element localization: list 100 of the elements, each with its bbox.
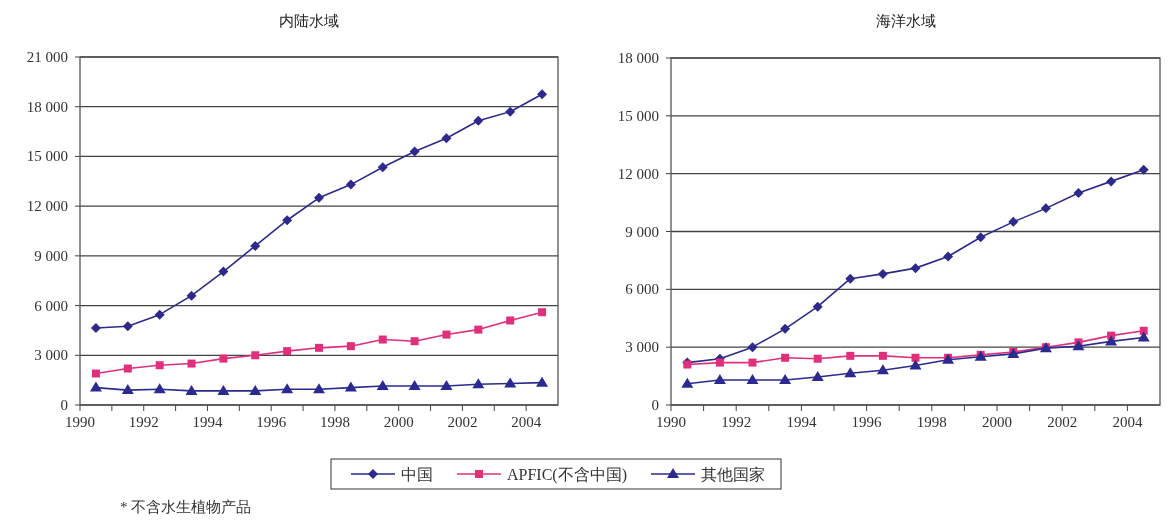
point	[748, 358, 757, 367]
point	[538, 308, 547, 317]
chart-title: 海洋水域	[875, 13, 936, 29]
point	[90, 322, 101, 333]
y-tick-label: 15 000	[617, 107, 659, 124]
point	[779, 373, 792, 384]
point	[250, 240, 261, 251]
y-tick-label: 21 000	[26, 49, 68, 65]
point	[1072, 340, 1085, 351]
point	[878, 351, 887, 360]
point	[813, 354, 822, 363]
point	[344, 381, 357, 392]
point	[746, 373, 759, 384]
point	[378, 335, 387, 344]
point	[474, 325, 483, 334]
point	[943, 251, 954, 262]
point	[408, 379, 421, 390]
point	[442, 330, 451, 339]
point	[315, 343, 323, 352]
point	[410, 337, 419, 346]
point	[811, 371, 824, 382]
point	[812, 301, 823, 312]
point	[1073, 187, 1084, 198]
point	[409, 146, 420, 157]
legend-label: 其他国家	[701, 466, 766, 483]
point	[781, 353, 790, 362]
point	[376, 379, 389, 390]
x-tick-label: 1998	[916, 414, 947, 430]
point	[910, 263, 921, 274]
text: * 不含水生植物产品	[120, 499, 252, 515]
point	[537, 89, 548, 100]
point	[217, 384, 230, 395]
point	[681, 377, 694, 388]
point	[911, 353, 920, 362]
point	[314, 192, 324, 203]
y-tick-label: 0	[60, 397, 68, 413]
x-tick-label: 1994	[192, 414, 223, 430]
x-tick-label: 2002	[447, 414, 478, 430]
point	[440, 379, 453, 390]
point	[747, 342, 758, 353]
point	[715, 358, 724, 367]
point	[1138, 164, 1149, 175]
x-tick-label: 1992	[721, 414, 752, 430]
point	[1008, 216, 1019, 227]
y-tick-label: 6 000	[625, 281, 659, 298]
point	[155, 361, 164, 370]
point	[346, 342, 355, 351]
point	[249, 384, 262, 395]
x-tick-label: 1996	[851, 414, 883, 430]
legend-label: 中国	[401, 466, 433, 483]
y-tick-label: 12 000	[26, 198, 68, 215]
x-tick-label: 2002	[1047, 414, 1078, 430]
x-tick-label: 1990	[656, 414, 686, 430]
point	[844, 367, 857, 378]
x-tick-label: 1994	[786, 414, 817, 430]
y-tick-label: 18 000	[26, 98, 68, 115]
point	[218, 266, 229, 277]
point	[713, 373, 726, 384]
y-tick-label: 3 000	[34, 347, 68, 364]
legend-label: APFIC(不含中国)	[507, 466, 628, 484]
y-tick-label: 9 000	[625, 223, 659, 240]
point	[1137, 331, 1150, 342]
point	[153, 383, 166, 394]
point	[504, 377, 517, 388]
point	[1040, 203, 1051, 214]
point	[282, 215, 293, 226]
point	[219, 354, 228, 363]
point	[283, 347, 292, 356]
y-tick-label: 3 000	[625, 339, 659, 356]
point	[1106, 176, 1117, 187]
chart-title: 内陆水域	[279, 13, 339, 29]
point	[473, 115, 484, 126]
point	[313, 383, 325, 394]
point	[187, 359, 196, 368]
point	[472, 378, 485, 389]
point	[154, 309, 165, 320]
x-tick-label: 1996	[256, 414, 287, 430]
y-tick-label: 12 000	[617, 165, 659, 182]
point	[89, 381, 102, 392]
x-tick-label: 1998	[319, 414, 350, 430]
y-tick-label: 6 000	[34, 297, 68, 314]
point	[185, 384, 198, 395]
point	[91, 369, 100, 378]
point	[186, 290, 197, 301]
point	[975, 232, 986, 243]
y-tick-label: 18 000	[617, 50, 659, 66]
point	[121, 384, 134, 395]
point	[1105, 335, 1118, 346]
point	[845, 273, 856, 284]
point	[780, 323, 791, 334]
x-tick-label: 1990	[65, 414, 95, 430]
point	[536, 376, 549, 387]
point	[441, 133, 452, 144]
point	[377, 162, 388, 173]
y-tick-label: 15 000	[26, 148, 68, 165]
point	[876, 364, 889, 375]
x-tick-label: 2000	[383, 414, 414, 430]
x-tick-label: 2000	[982, 414, 1012, 430]
point	[251, 351, 260, 360]
x-tick-label: 2004	[1112, 414, 1143, 430]
